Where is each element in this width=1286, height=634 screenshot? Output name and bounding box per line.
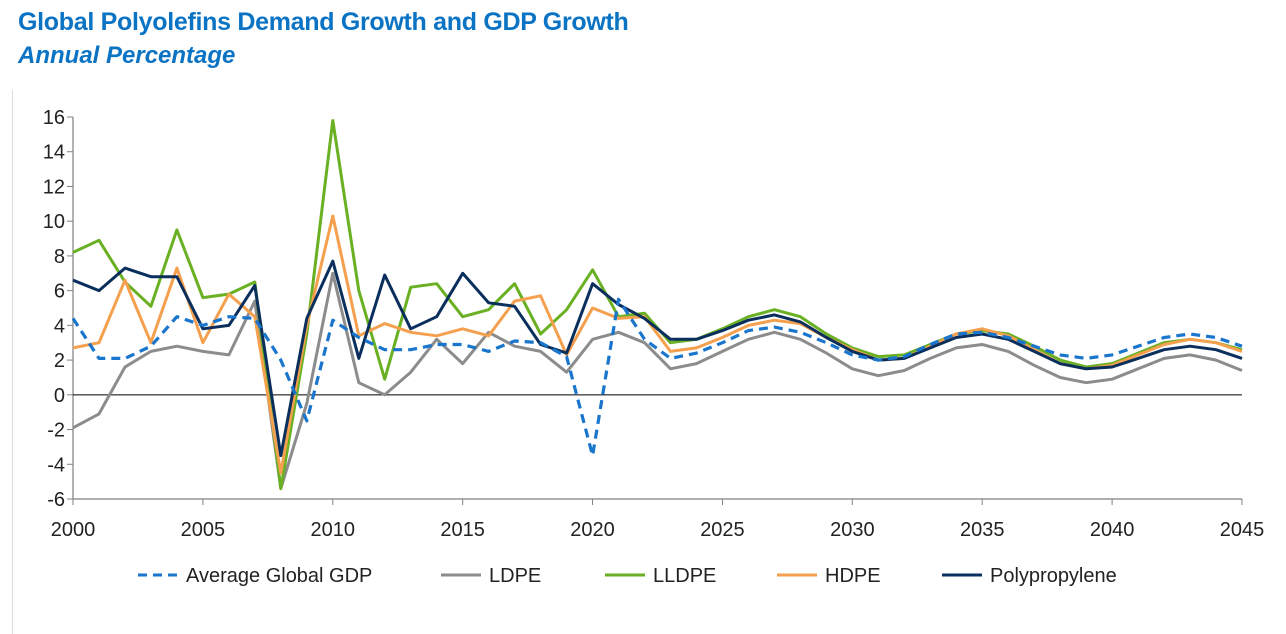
chart-subtitle: Annual Percentage <box>18 42 236 69</box>
x-tick-label: 2010 <box>311 519 356 541</box>
chart-title: Global Polyolefins Demand Growth and GDP… <box>18 8 629 36</box>
legend-label: Average Global GDP <box>186 565 372 587</box>
x-tick-label: 2040 <box>1090 519 1135 541</box>
x-tick-label: 2020 <box>570 519 615 541</box>
series-line-average-global-gdp <box>71 297 1243 458</box>
y-tick-label: 12 <box>43 176 65 198</box>
legend-label: Polypropylene <box>990 565 1117 587</box>
y-tick-label: -6 <box>47 489 65 511</box>
legend-label: HDPE <box>825 565 881 587</box>
x-tick-label: 2005 <box>181 519 226 541</box>
y-tick-label: 8 <box>54 246 65 268</box>
y-tick-label: 14 <box>43 142 65 164</box>
y-tick-label: 10 <box>43 211 65 233</box>
legend-label: LLDPE <box>653 565 716 587</box>
series-line-hdpe <box>72 214 1243 475</box>
series-line-lldpe <box>72 119 1243 491</box>
series-line-polypropylene <box>72 259 1243 458</box>
x-tick-label: 2000 <box>51 519 96 541</box>
y-tick-label: -4 <box>47 454 65 476</box>
y-tick-label: 16 <box>43 107 65 129</box>
y-tick-label: 6 <box>54 281 65 303</box>
series-lines <box>71 119 1243 491</box>
frame-divider <box>12 90 13 634</box>
y-tick-label: -2 <box>47 420 65 442</box>
y-tick-label: 4 <box>54 315 65 337</box>
x-tick-label: 2035 <box>960 519 1005 541</box>
y-tick-label: 2 <box>54 350 65 372</box>
x-tick-label: 2015 <box>440 519 485 541</box>
legend-label: LDPE <box>489 565 541 587</box>
series-line-ldpe <box>72 271 1243 491</box>
x-tick-label: 2025 <box>700 519 745 541</box>
y-tick-label: 0 <box>54 385 65 407</box>
chart-axes: -6 -4 -2 0 2 4 6 8 10 12 14 16 2000 2005 2010 2015 2020 2… <box>43 107 1265 541</box>
x-tick-label: 2045 <box>1220 519 1265 541</box>
x-tick-label: 2030 <box>830 519 875 541</box>
chart-legend: Average Global GDP LDPE LLDPE HDPE Polypropy… <box>138 565 1117 587</box>
